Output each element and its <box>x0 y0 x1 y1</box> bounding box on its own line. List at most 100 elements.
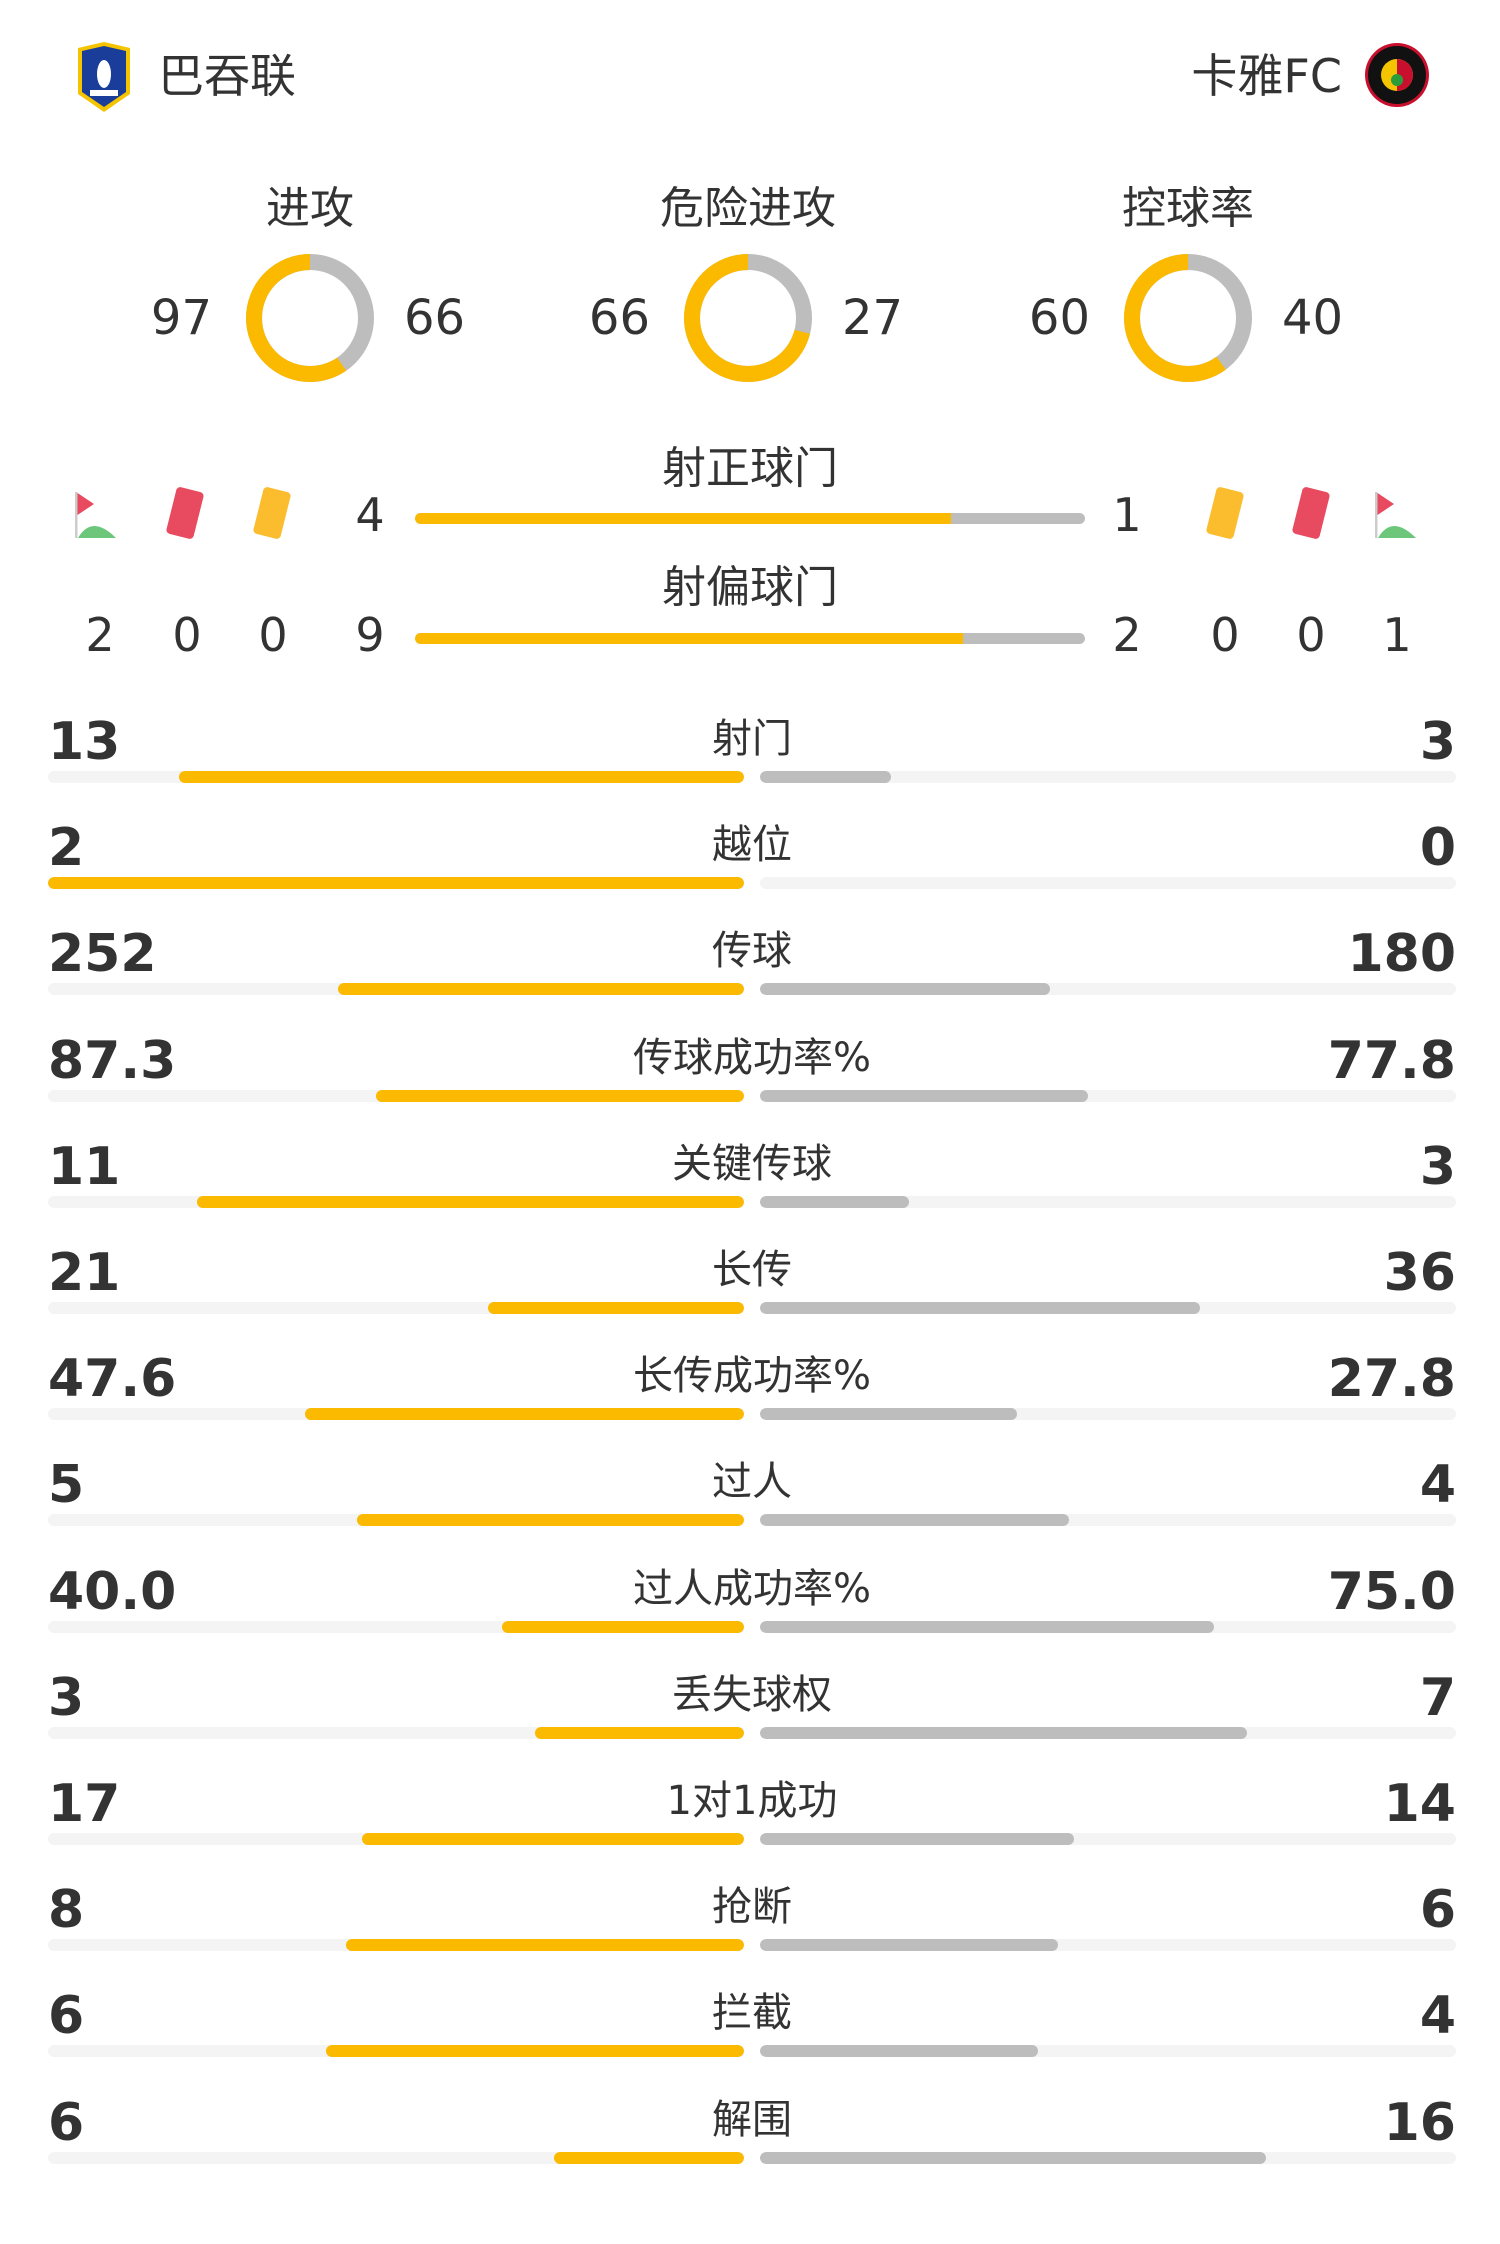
stat-home-bar <box>326 2045 744 2058</box>
donut-home-value: 66 <box>588 290 650 346</box>
home-red-cards: 0 <box>172 608 202 662</box>
stat-home-bar <box>48 877 744 890</box>
stat-home-bar <box>346 1939 744 1952</box>
donut-home-value: 60 <box>1028 290 1090 346</box>
stat-home-value: 6 <box>48 2092 85 2153</box>
stat-away-bar <box>760 1939 1059 1952</box>
stat-home-value: 8 <box>48 1880 85 1941</box>
stat-away-bar <box>760 983 1050 996</box>
stat-away-bar <box>760 771 891 783</box>
stat-row: 252 传球 180 <box>48 924 1456 1024</box>
red-card-icon <box>166 487 204 539</box>
stat-row: 5 过人 4 <box>48 1455 1456 1555</box>
stat-row: 87.3 传球成功率% 77.8 <box>48 1031 1456 1131</box>
stat-home-bar <box>304 1408 744 1421</box>
stat-home-value: 11 <box>48 1136 121 1197</box>
donut-chart <box>684 254 812 382</box>
stat-row: 8 抢断 6 <box>48 1880 1456 1980</box>
stat-away-bar <box>760 1195 910 1208</box>
away-shots-on-target: 1 <box>1112 488 1142 542</box>
donut-away-value: 66 <box>404 290 466 346</box>
stat-label: 抢断 <box>712 1884 792 1931</box>
stat-away-value: 3 <box>1419 1136 1456 1197</box>
stat-home-value: 17 <box>48 1774 121 1834</box>
stat-away-bar <box>760 1302 1200 1314</box>
stat-away-value: 36 <box>1383 1243 1456 1303</box>
donut-home-value: 97 <box>150 290 212 346</box>
stat-label: 射门 <box>712 716 792 762</box>
stat-home-value: 2 <box>48 818 85 879</box>
stat-away-value: 77.8 <box>1327 1030 1456 1091</box>
home-team-logo <box>78 42 130 112</box>
stat-away-track <box>760 1195 1456 1208</box>
stat-home-value: 252 <box>48 924 157 985</box>
stat-away-value: 14 <box>1383 1774 1456 1834</box>
home-yellow-cards: 0 <box>258 608 288 662</box>
stat-away-value: 4 <box>1419 1986 1456 2047</box>
donut-home-arc <box>1124 254 1252 382</box>
stat-away-track <box>760 1939 1456 1952</box>
stat-away-value: 4 <box>1419 1455 1456 1516</box>
stat-home-track <box>48 1939 744 1952</box>
shots-on-target-bar <box>415 513 1085 524</box>
home-shots-off-target: 9 <box>355 608 385 662</box>
stat-row: 6 解围 16 <box>48 2093 1456 2193</box>
yellow-card-icon <box>253 487 291 539</box>
stat-home-track <box>48 2151 744 2164</box>
stat-home-track <box>48 1089 744 1102</box>
stat-away-value: 0 <box>1419 818 1456 879</box>
stat-away-track <box>760 771 1456 783</box>
stat-home-value: 47.6 <box>48 1349 177 1410</box>
stat-label: 拦截 <box>712 1990 792 2037</box>
stat-home-track <box>48 877 744 890</box>
shots-off-target-label: 射偏球门 <box>662 562 838 613</box>
stat-home-value: 6 <box>48 1986 85 2047</box>
stat-away-track <box>760 1726 1456 1739</box>
stat-row: 6 拦截 4 <box>48 1986 1456 2086</box>
stat-away-value: 75.0 <box>1327 1561 1456 1622</box>
away-team-logo <box>1365 43 1429 107</box>
stat-away-bar <box>760 1089 1088 1102</box>
stat-away-bar <box>760 1514 1070 1527</box>
stat-home-track <box>48 1408 744 1421</box>
stat-away-value: 180 <box>1347 924 1456 985</box>
stat-away-track <box>760 1302 1456 1314</box>
stat-row: 40.0 过人成功率% 75.0 <box>48 1562 1456 1662</box>
donut-chart <box>246 254 374 382</box>
stat-home-value: 87.3 <box>48 1030 177 1091</box>
donut-home-arc <box>684 254 812 382</box>
stat-away-track <box>760 1408 1456 1421</box>
stat-away-bar <box>760 1833 1075 1845</box>
stat-home-track <box>48 1620 744 1633</box>
stat-away-bar <box>760 2045 1039 2058</box>
shots-on-target-label: 射正球门 <box>662 443 838 494</box>
stat-home-value: 3 <box>48 1667 85 1728</box>
donut-away-value: 40 <box>1282 290 1344 346</box>
stat-label: 越位 <box>712 822 792 869</box>
stat-away-track <box>760 983 1456 996</box>
home-team-name: 巴吞联 <box>158 49 296 103</box>
home-corners: 2 <box>85 608 115 662</box>
stat-away-value: 16 <box>1383 2092 1456 2153</box>
stat-home-track <box>48 1514 744 1527</box>
away-shots-off-target: 2 <box>1112 608 1142 662</box>
stat-row: 17 1对1成功 14 <box>48 1774 1456 1874</box>
stat-row: 47.6 长传成功率% 27.8 <box>48 1349 1456 1449</box>
away-red-cards: 0 <box>1296 608 1326 662</box>
shots-off-target-bar <box>415 633 1085 644</box>
stat-label: 丢失球权 <box>672 1671 832 1718</box>
donut-away-value: 27 <box>842 290 904 346</box>
stat-home-track <box>48 1833 744 1845</box>
stat-home-bar <box>362 1833 744 1845</box>
stat-away-track <box>760 2151 1456 2164</box>
donut-title: 危险进攻 <box>660 183 836 234</box>
donut-chart <box>1124 254 1252 382</box>
stat-away-track <box>760 1514 1456 1527</box>
stat-away-bar <box>760 1620 1214 1633</box>
stat-label: 过人 <box>712 1459 792 1506</box>
stat-home-value: 40.0 <box>48 1561 177 1622</box>
stat-away-bar <box>760 2151 1267 2164</box>
stat-label: 长传 <box>712 1247 792 1293</box>
stat-home-bar <box>357 1514 744 1527</box>
stat-home-bar <box>535 1726 744 1739</box>
